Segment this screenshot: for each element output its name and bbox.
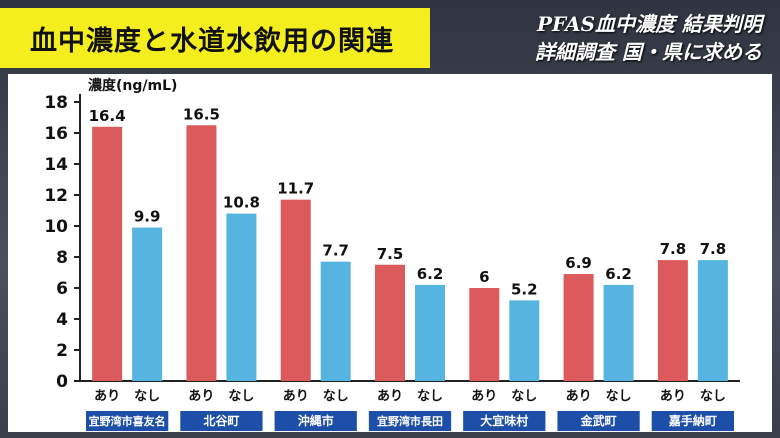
- bar-nashi: [132, 227, 163, 381]
- series-tick-label: なし: [606, 389, 632, 404]
- category-label-box: [86, 411, 169, 431]
- bar-value-label: 6.9: [565, 254, 592, 272]
- y-tick-label: 4: [56, 310, 68, 330]
- bar-ari: [469, 288, 500, 381]
- series-tick-label: なし: [323, 389, 349, 404]
- category-label-box: [180, 411, 263, 431]
- bar-nashi: [509, 300, 540, 381]
- series-tick-label: あり: [283, 389, 309, 404]
- bar-ari: [186, 125, 217, 381]
- series-tick-label: なし: [700, 389, 726, 404]
- bar-ari: [92, 126, 123, 381]
- y-tick-label: 8: [56, 248, 68, 268]
- series-tick-label: なし: [511, 389, 537, 404]
- bar-value-label: 5.2: [511, 280, 538, 298]
- category-label-box: [368, 411, 452, 431]
- news-caption: PFAS血中濃度 結果判明 詳細調査 国・県に求める: [535, 10, 762, 66]
- bar-ari: [657, 260, 688, 381]
- title-banner: 血中濃度と水道水飲用の関連: [0, 8, 430, 68]
- category-label: 大宜味村: [480, 413, 528, 428]
- bar-ari: [375, 264, 405, 381]
- category-label: 金武町: [580, 413, 617, 428]
- y-tick-label: 18: [44, 93, 68, 113]
- bar-value-label: 7.5: [377, 245, 404, 263]
- series-tick-label: あり: [566, 389, 592, 404]
- category-label: 宜野湾市喜友名: [89, 414, 166, 428]
- y-tick-label: 16: [44, 124, 68, 144]
- series-tick-label: なし: [228, 389, 254, 404]
- series-tick-label: なし: [134, 389, 160, 404]
- caption-line-1: PFAS血中濃度 結果判明: [537, 12, 762, 36]
- bar-value-label: 9.9: [134, 208, 161, 226]
- bar-value-label: 7.7: [322, 242, 349, 260]
- bar-value-label: 7.8: [660, 240, 687, 258]
- bar-nashi: [226, 213, 257, 381]
- category-label-box: [463, 411, 546, 431]
- bar-nashi: [603, 284, 634, 381]
- y-tick-label: 10: [44, 217, 68, 237]
- bar-ari: [280, 199, 311, 381]
- y-tick-label: 14: [44, 155, 68, 175]
- series-tick-label: あり: [94, 389, 120, 404]
- bar-ari: [563, 274, 594, 381]
- chart-panel: 濃度(ng/mL) 0 2 4 6 8 10 12 14 16 18 16.4 あり 9.9 なし宜野湾市喜…: [8, 74, 772, 432]
- bar-value-label: 6.2: [417, 265, 444, 283]
- category-label: 北谷町: [203, 413, 239, 428]
- page-title: 血中濃度と水道水飲用の関連: [30, 25, 394, 57]
- bar-nashi: [697, 260, 728, 381]
- y-tick-label: 6: [56, 279, 68, 299]
- series-tick-label: なし: [417, 389, 443, 404]
- category-label-box: [274, 411, 357, 431]
- y-tick-label: 0: [56, 372, 68, 392]
- series-tick-label: あり: [660, 389, 686, 404]
- bar-nashi: [320, 261, 351, 381]
- series-tick-label: あり: [188, 389, 214, 404]
- y-axis-label: 濃度(ng/mL): [88, 77, 177, 94]
- category-label-box: [557, 411, 640, 431]
- y-tick-label: 12: [44, 186, 68, 206]
- caption-line-2: 詳細調査 国・県に求める: [535, 40, 762, 64]
- bar-value-label: 16.5: [183, 105, 220, 123]
- bar-value-label: 10.8: [223, 194, 260, 212]
- series-tick-label: あり: [471, 389, 497, 404]
- bar-value-label: 11.7: [277, 180, 314, 198]
- bar-value-label: 6.2: [605, 265, 632, 283]
- category-label-box: [651, 411, 734, 431]
- bar-value-label: 16.4: [89, 107, 126, 125]
- bar-chart: 濃度(ng/mL) 0 2 4 6 8 10 12 14 16 18 16.4 あり 9.9 なし宜野湾市喜…: [44, 77, 740, 431]
- category-label: 嘉手納町: [668, 413, 717, 428]
- bar-value-label: 6: [479, 268, 489, 286]
- category-label: 宜野湾市長田: [377, 414, 443, 428]
- y-tick-label: 2: [56, 341, 68, 361]
- bar-value-label: 7.8: [700, 240, 727, 258]
- category-label: 沖縄市: [298, 413, 334, 428]
- series-tick-label: あり: [377, 389, 403, 404]
- bar-nashi: [415, 284, 445, 381]
